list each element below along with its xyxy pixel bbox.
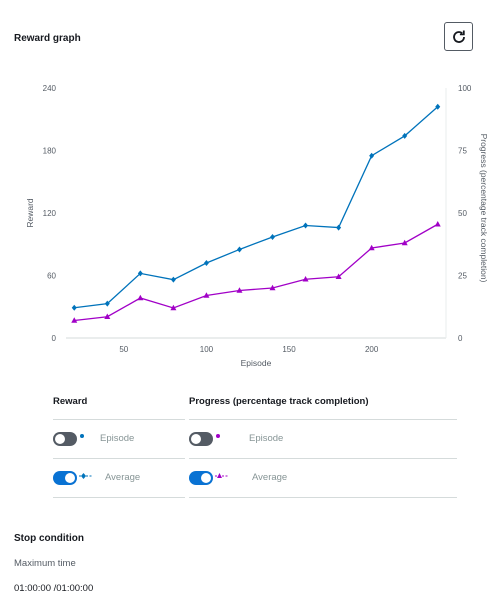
y2-tick-label: 100 [458,84,472,93]
reward-point [236,246,242,253]
reward-episode-toggle[interactable] [53,432,77,446]
y2-axis-label: Progress (percentage track completion) [479,134,489,283]
progress-point [203,292,210,298]
reward-point [435,103,441,110]
x-tick-label: 150 [282,345,296,354]
legend-progress: Progress (percentage track completion) E… [189,394,457,498]
max-time-value: 01:00:00 /01:00:00 [14,583,94,594]
stop-condition-title: Stop condition [14,533,84,544]
progress-point [335,273,342,279]
legend-progress-episode-label: Episode [249,433,284,444]
y-tick-label: 0 [52,334,57,343]
refresh-icon [452,30,465,43]
reward-point [270,233,276,240]
y-tick-label: 240 [43,84,57,93]
legend-reward-average-label: Average [105,472,141,483]
reward-average-line [74,106,439,309]
triangle-line-marker-icon [215,473,228,478]
progress-point [104,313,111,319]
legend-progress-average-row: Average [189,459,457,498]
dot-marker-icon [80,434,84,438]
reward-point [402,132,408,139]
legend-reward-average-row: Average [53,459,185,498]
legend-reward-header: Reward [53,394,185,420]
refresh-button[interactable] [444,22,473,51]
reward-point [336,224,342,231]
toggle-knob [55,434,65,444]
x-tick-label: 50 [119,345,128,354]
progress-point [401,239,408,246]
reward-point [303,222,309,229]
y2-tick-label: 25 [458,272,467,281]
legend-reward: Reward Episode Average [53,394,185,498]
reward-point [137,270,143,277]
progress-point [368,244,375,251]
y-tick-label: 60 [47,272,56,281]
reward-point [369,152,375,159]
reward-point [104,300,110,307]
y-tick-label: 180 [43,147,57,156]
progress-point [434,221,441,227]
progress-episode-toggle[interactable] [189,432,213,446]
progress-point [302,276,309,282]
progress-point [137,294,144,301]
progress-average-line [74,223,439,322]
y2-tick-label: 50 [458,209,467,218]
x-tick-label: 100 [200,345,214,354]
toggle-knob [191,434,201,444]
dot-marker-icon [216,434,220,438]
toggle-knob [201,473,211,483]
reward-point [71,304,77,311]
toggle-knob [65,473,75,483]
progress-point [236,287,243,293]
diamond-line-marker-icon [79,473,92,479]
page-title: Reward graph [14,33,81,44]
progress-point [71,317,78,323]
progress-point [170,304,177,311]
legend-progress-header: Progress (percentage track completion) [189,394,457,420]
y2-tick-label: 75 [458,147,467,156]
y-axis-label: Reward [25,198,35,228]
y-tick-label: 120 [43,209,57,218]
legend-progress-average-label: Average [252,472,288,483]
legend-progress-episode-row: Episode [189,420,457,459]
progress-average-toggle[interactable] [189,471,213,485]
reward-point [203,260,209,266]
reward-point [170,276,176,283]
legend-reward-episode-label: Episode [100,433,135,444]
max-time-label: Maximum time [14,558,76,569]
legend-reward-episode-row: Episode [53,420,185,459]
progress-point [269,284,276,291]
x-tick-label: 200 [365,345,379,354]
x-axis-label: Episode [241,358,272,368]
reward-chart: 50 100 150 200 0 60 120 180 240 0 25 50 75 100 Episode… [25,84,489,368]
y2-tick-label: 0 [458,334,463,343]
reward-average-toggle[interactable] [53,471,77,485]
